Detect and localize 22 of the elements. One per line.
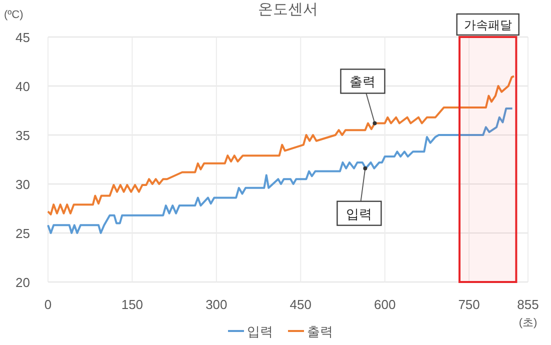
- legend-label: 출력: [307, 324, 333, 339]
- y-tick-label: 35: [16, 128, 30, 143]
- x-tick-label: 450: [290, 297, 312, 312]
- x-tick-label: 750: [458, 297, 480, 312]
- x-tick-label: 150: [121, 297, 144, 312]
- x-tick-label: 300: [206, 297, 228, 312]
- annotation: 입력: [346, 206, 372, 222]
- annotation: 출력: [350, 74, 376, 90]
- legend-label: 입력: [247, 324, 273, 339]
- y-tick-label: 40: [16, 79, 30, 94]
- x-tick-label: 855: [517, 297, 539, 312]
- x-tick-label: 0: [44, 297, 52, 312]
- band-label: 가속패달: [464, 18, 512, 32]
- x-tick-label: 600: [374, 297, 396, 312]
- chart-title: 온도센서: [258, 1, 318, 18]
- line-series: [47, 108, 514, 234]
- y-tick-label: 30: [16, 177, 30, 192]
- y-tick-label: 20: [16, 275, 30, 290]
- y-tick-label: 25: [16, 226, 30, 241]
- y-tick-label: 45: [16, 30, 30, 45]
- x-axis-title: (초): [518, 317, 538, 329]
- y-axis-title: (ºC): [4, 9, 24, 21]
